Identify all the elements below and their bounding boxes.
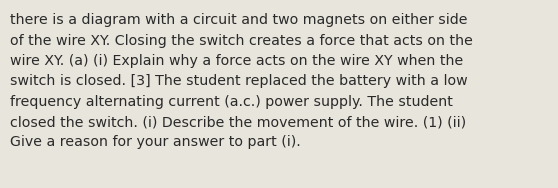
Text: there is a diagram with a circuit and two magnets on either side
of the wire XY.: there is a diagram with a circuit and tw…: [10, 13, 473, 149]
